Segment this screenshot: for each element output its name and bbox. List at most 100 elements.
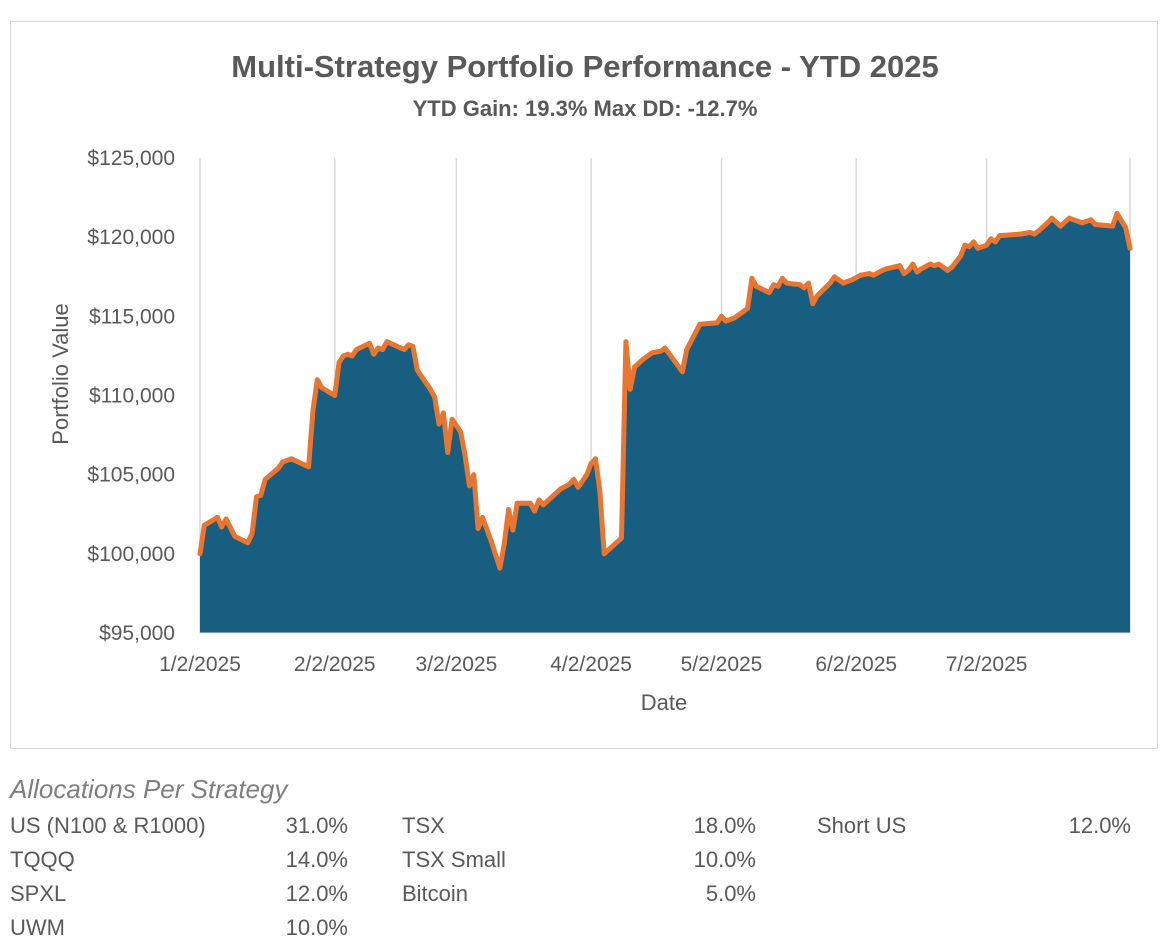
y-tick-label: $100,000 [87, 543, 175, 566]
data-point [341, 353, 346, 359]
data-point [601, 551, 607, 557]
data-point [975, 245, 981, 251]
data-point [510, 527, 516, 533]
x-axis-title: Date [641, 690, 687, 715]
data-point [801, 285, 807, 291]
allocation-value: 18.0% [693, 813, 756, 838]
data-point [197, 551, 203, 557]
data-point [354, 347, 359, 352]
data-point [367, 340, 372, 346]
data-point [997, 233, 1002, 239]
data-point [871, 272, 876, 278]
data-point [949, 264, 955, 270]
data-point [314, 377, 320, 383]
allocation-value: 10.0% [285, 915, 348, 940]
data-point [897, 263, 903, 269]
data-point [475, 526, 481, 531]
x-tick-label: 7/2/2025 [946, 653, 1028, 676]
data-point [971, 239, 976, 245]
data-point [310, 407, 316, 413]
data-point [806, 280, 811, 286]
data-point [879, 268, 885, 273]
data-point [449, 416, 455, 422]
data-point [584, 472, 590, 478]
allocation-label: Short US [817, 813, 907, 838]
data-point [684, 347, 690, 352]
data-point [319, 385, 325, 390]
data-point [840, 280, 846, 286]
data-point [866, 271, 872, 276]
x-tick-label: 6/2/2025 [815, 653, 897, 676]
data-point [488, 538, 494, 544]
data-point [992, 239, 998, 245]
x-tick-label: 2/2/2025 [294, 653, 376, 676]
data-point [658, 348, 664, 354]
data-point [567, 481, 572, 487]
data-point [1088, 217, 1094, 223]
data-point [966, 244, 972, 250]
data-point [901, 271, 907, 276]
data-point [1036, 228, 1042, 234]
data-point [958, 253, 963, 259]
data-point [745, 306, 750, 311]
allocation-value: 31.0% [285, 813, 348, 838]
data-point [732, 315, 737, 321]
data-point [984, 242, 989, 248]
data-point [1127, 245, 1133, 251]
data-point [832, 274, 837, 280]
data-point [1123, 225, 1129, 231]
data-point [766, 290, 772, 295]
allocation-label: TQQQ [10, 847, 75, 872]
data-point [558, 486, 564, 492]
data-point [223, 516, 229, 522]
data-point [345, 351, 351, 357]
data-point [414, 367, 420, 373]
x-tick-label: 1/2/2025 [159, 653, 241, 676]
data-point [288, 456, 294, 462]
data-point [536, 497, 542, 503]
data-point [914, 269, 920, 275]
data-point [336, 359, 342, 365]
allocation-value: 12.0% [285, 881, 348, 906]
y-tick-label: $125,000 [87, 147, 175, 170]
data-point [1066, 215, 1072, 221]
y-axis-title: Portfolio Value [48, 303, 73, 444]
data-point [927, 261, 933, 267]
data-point [810, 301, 816, 307]
y-tick-label: $115,000 [89, 305, 175, 328]
data-point [514, 500, 520, 506]
data-point [858, 272, 863, 278]
data-point [549, 494, 555, 500]
data-point [827, 280, 833, 286]
data-point [1045, 220, 1050, 226]
data-point [597, 488, 603, 493]
chart-subtitle: YTD Gain: 19.3% Max DD: -12.7% [413, 96, 758, 121]
data-point [1049, 215, 1055, 221]
data-point [527, 500, 533, 506]
data-point [640, 356, 646, 362]
chart-svg: Multi-Strategy Portfolio Performance - Y… [48, 49, 1133, 715]
data-point [401, 347, 407, 352]
data-point [962, 242, 968, 248]
data-point [215, 515, 220, 520]
data-point [1019, 231, 1024, 237]
data-point [432, 394, 438, 400]
data-point [245, 540, 251, 546]
data-point [988, 236, 994, 242]
allocation-value: 12.0% [1068, 813, 1131, 838]
data-point [249, 530, 255, 536]
data-point [1079, 220, 1085, 226]
data-point [332, 393, 338, 398]
data-point [306, 464, 311, 470]
allocation-label: US (N100 & R1000) [10, 813, 206, 838]
data-point [201, 522, 207, 528]
data-point [797, 282, 803, 288]
data-point [349, 353, 355, 359]
data-point [280, 459, 285, 465]
data-point [649, 350, 655, 356]
allocation-value: 14.0% [285, 847, 348, 872]
data-point [540, 502, 546, 508]
allocation-label: SPXL [10, 881, 67, 906]
data-point [619, 535, 624, 541]
plot-area [197, 210, 1133, 634]
